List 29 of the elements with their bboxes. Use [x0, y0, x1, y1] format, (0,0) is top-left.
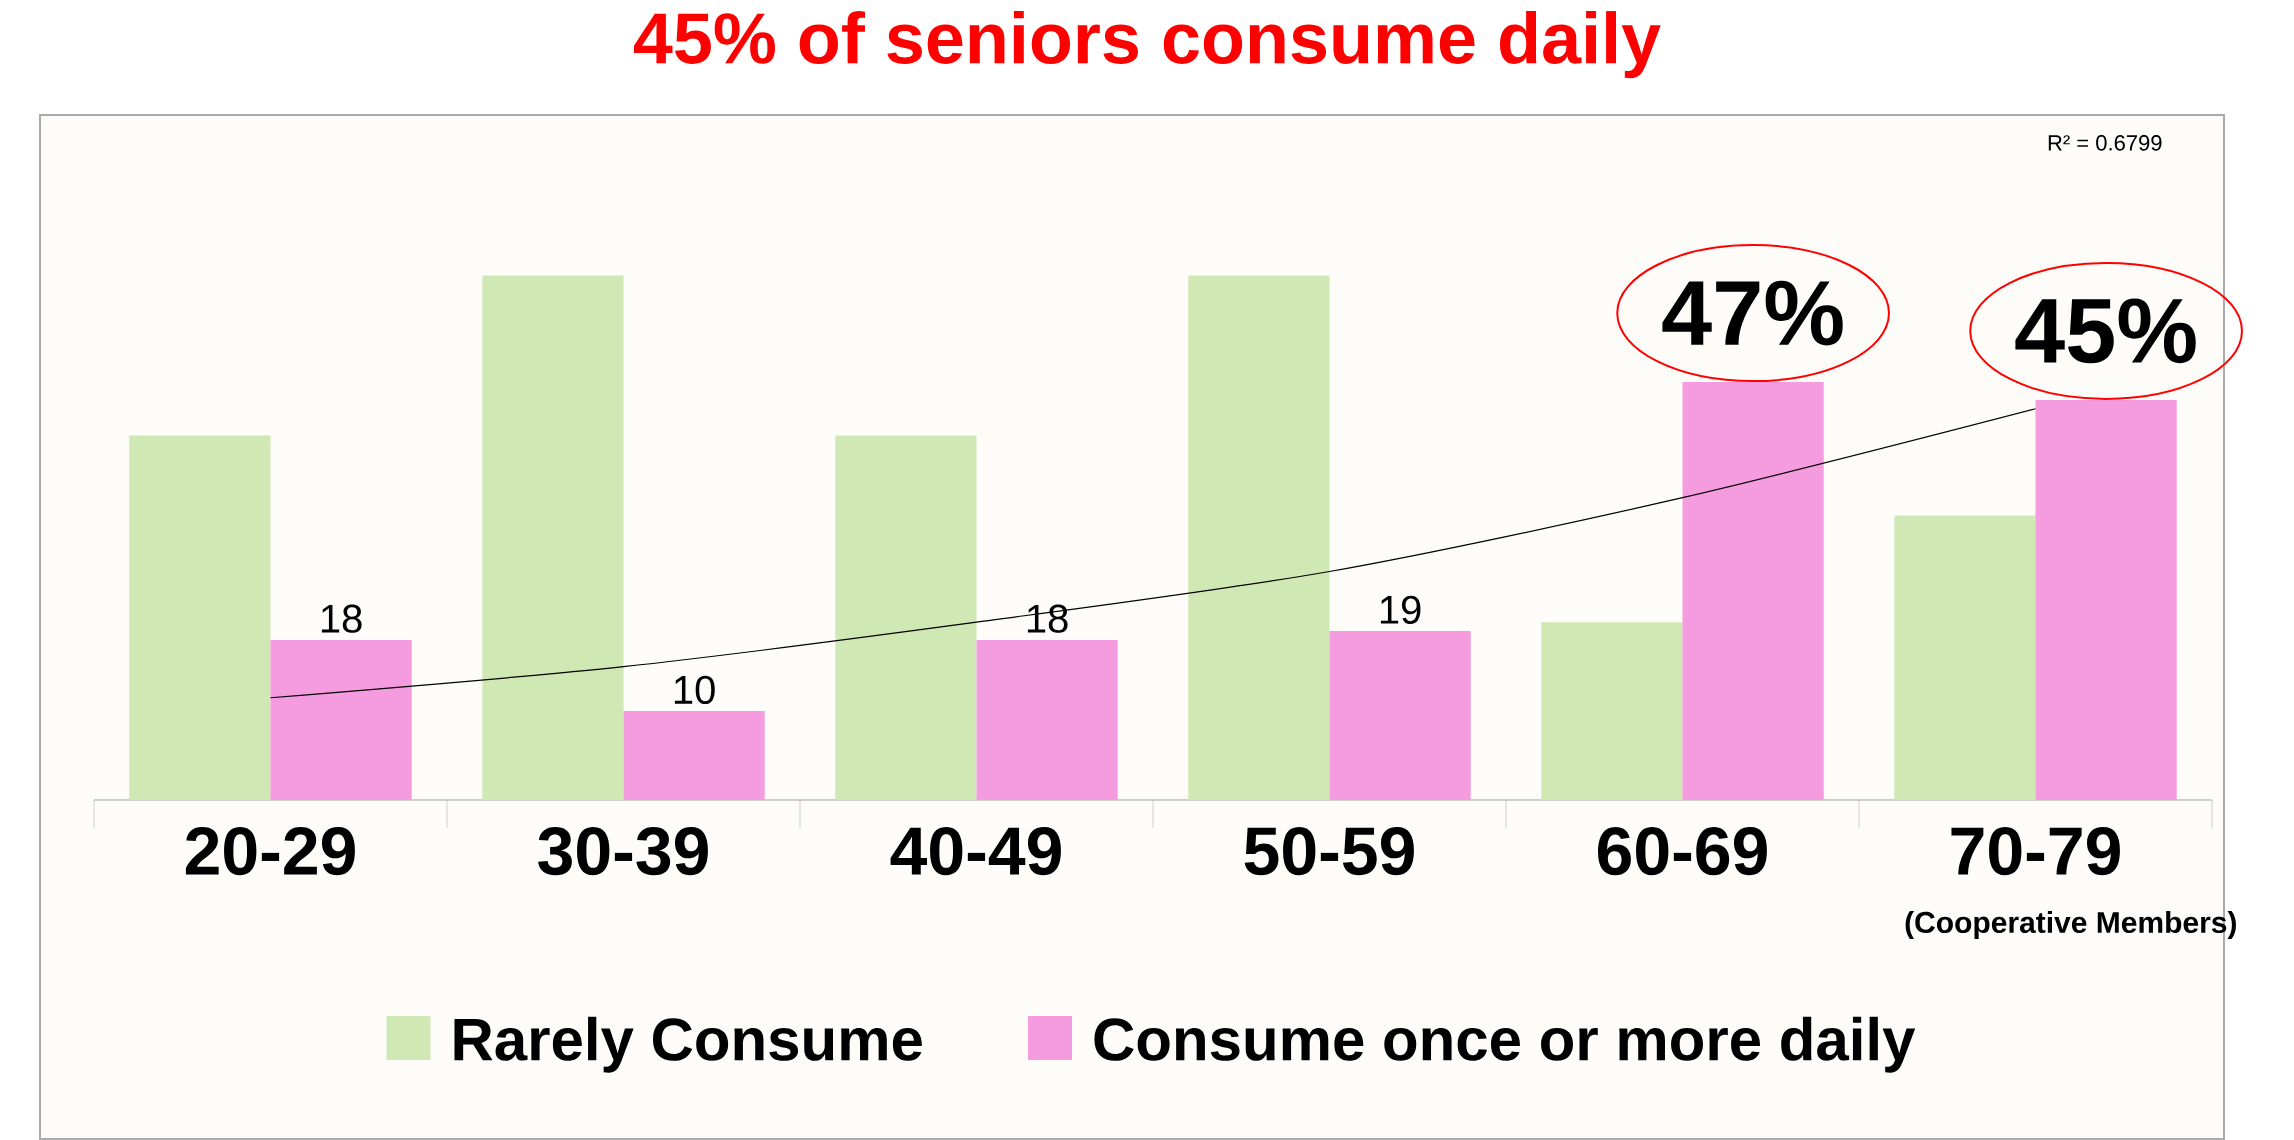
x-tick-label: 30-39 — [538, 827, 708, 876]
bar — [482, 275, 624, 800]
bar — [1188, 275, 1330, 800]
bar — [1541, 622, 1683, 800]
data-label: 19 — [1380, 595, 1421, 624]
bar — [976, 639, 1118, 800]
bar — [129, 435, 271, 800]
legend-label: Rarely Consume — [454, 1016, 922, 1073]
bar — [835, 435, 977, 800]
x-tick-label: 50-59 — [1244, 827, 1414, 876]
bar — [1894, 515, 2036, 800]
bar — [1329, 631, 1471, 800]
x-tick-label: 40-49 — [890, 827, 1061, 876]
annotation: 47% — [1662, 280, 1843, 346]
text: R² = 0.6799 — [2048, 135, 2162, 151]
x-tick-label: 60-69 — [1598, 827, 1767, 876]
bar — [2035, 399, 2177, 800]
data-label: 18 — [321, 604, 362, 633]
data-label: 10 — [674, 675, 715, 705]
bar — [1682, 382, 1824, 800]
text: (Cooperative Members) — [1905, 911, 2236, 940]
x-tick-label: 70-79 — [1951, 827, 2120, 876]
legend-label: Consume once or more daily — [1094, 1016, 1916, 1073]
annotation: 45% — [2015, 298, 2196, 364]
bar — [623, 711, 765, 800]
x-tick-label: 20-29 — [185, 827, 355, 876]
data-label: 18 — [1027, 604, 1068, 633]
chart-title: 45% of seniors consume daily — [633, 11, 1661, 79]
bar — [270, 639, 412, 800]
